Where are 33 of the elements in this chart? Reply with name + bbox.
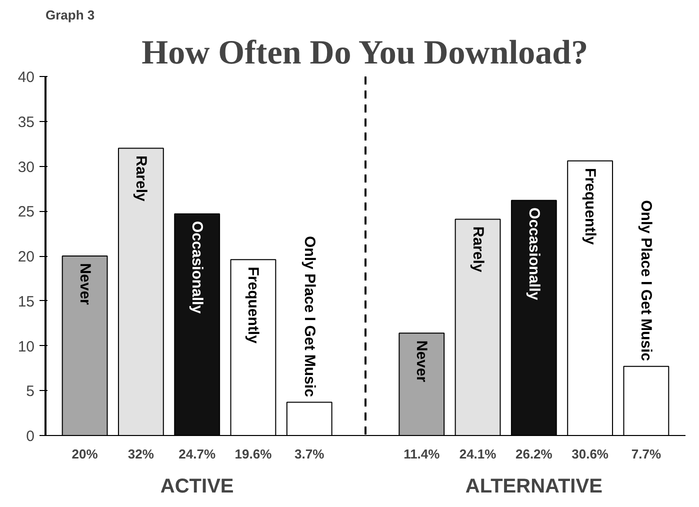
chart-subtitle: Graph 3 xyxy=(46,8,95,22)
y-tick-label: 35 xyxy=(18,114,35,131)
x-tick-label: ALTERNATIVE xyxy=(465,476,602,498)
y-tick-label: 15 xyxy=(18,293,35,310)
y-tick-label: 30 xyxy=(18,158,35,176)
y-tick-label: 40 xyxy=(18,69,35,86)
chart-title: How Often Do You Download? xyxy=(142,34,588,72)
text: Only Place I Get Music xyxy=(638,200,655,362)
series-label: Rarely xyxy=(132,155,150,202)
text: Only Place I Get Music xyxy=(300,236,318,397)
data-label: 24.7% xyxy=(178,446,216,462)
data-label: 30.6% xyxy=(572,446,609,462)
x-tick-label: ACTIVE xyxy=(160,476,234,498)
series-label: Occasionally xyxy=(188,220,206,314)
text: Occasionally xyxy=(525,208,542,300)
y-tick-label: 10 xyxy=(18,338,35,356)
data-label: 3.7% xyxy=(294,446,325,462)
text: Frequently xyxy=(244,266,262,344)
series-label: Frequently xyxy=(582,168,599,246)
data-label: 19.6% xyxy=(234,446,272,462)
data-label: 24.1% xyxy=(459,446,497,462)
series-label: Never xyxy=(76,263,94,306)
y-tick-label: 5 xyxy=(26,383,34,400)
text: Rarely xyxy=(469,226,486,272)
y-tick-label: 20 xyxy=(18,248,35,266)
data-label: 32% xyxy=(128,446,154,462)
data-label: 7.7% xyxy=(631,446,662,462)
data-label: 26.2% xyxy=(515,446,553,462)
data-label: 11.4% xyxy=(404,446,440,462)
data-label: 20% xyxy=(72,446,98,462)
y-tick-label: 25 xyxy=(18,204,35,221)
y-tick-label: 0 xyxy=(26,428,34,445)
text: Never xyxy=(413,340,430,382)
